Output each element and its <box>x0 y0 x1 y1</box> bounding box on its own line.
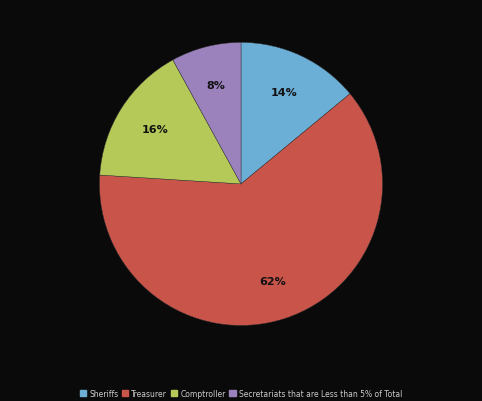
Wedge shape <box>173 43 241 184</box>
Wedge shape <box>241 43 350 184</box>
Text: 16%: 16% <box>142 125 168 135</box>
Wedge shape <box>100 61 241 184</box>
Text: 14%: 14% <box>271 87 298 97</box>
Text: 8%: 8% <box>206 81 225 91</box>
Wedge shape <box>99 95 383 326</box>
Legend: Sheriffs, Treasurer, Comptroller, Secretariats that are Less than 5% of Total: Sheriffs, Treasurer, Comptroller, Secret… <box>79 387 403 399</box>
Text: 62%: 62% <box>259 276 286 286</box>
